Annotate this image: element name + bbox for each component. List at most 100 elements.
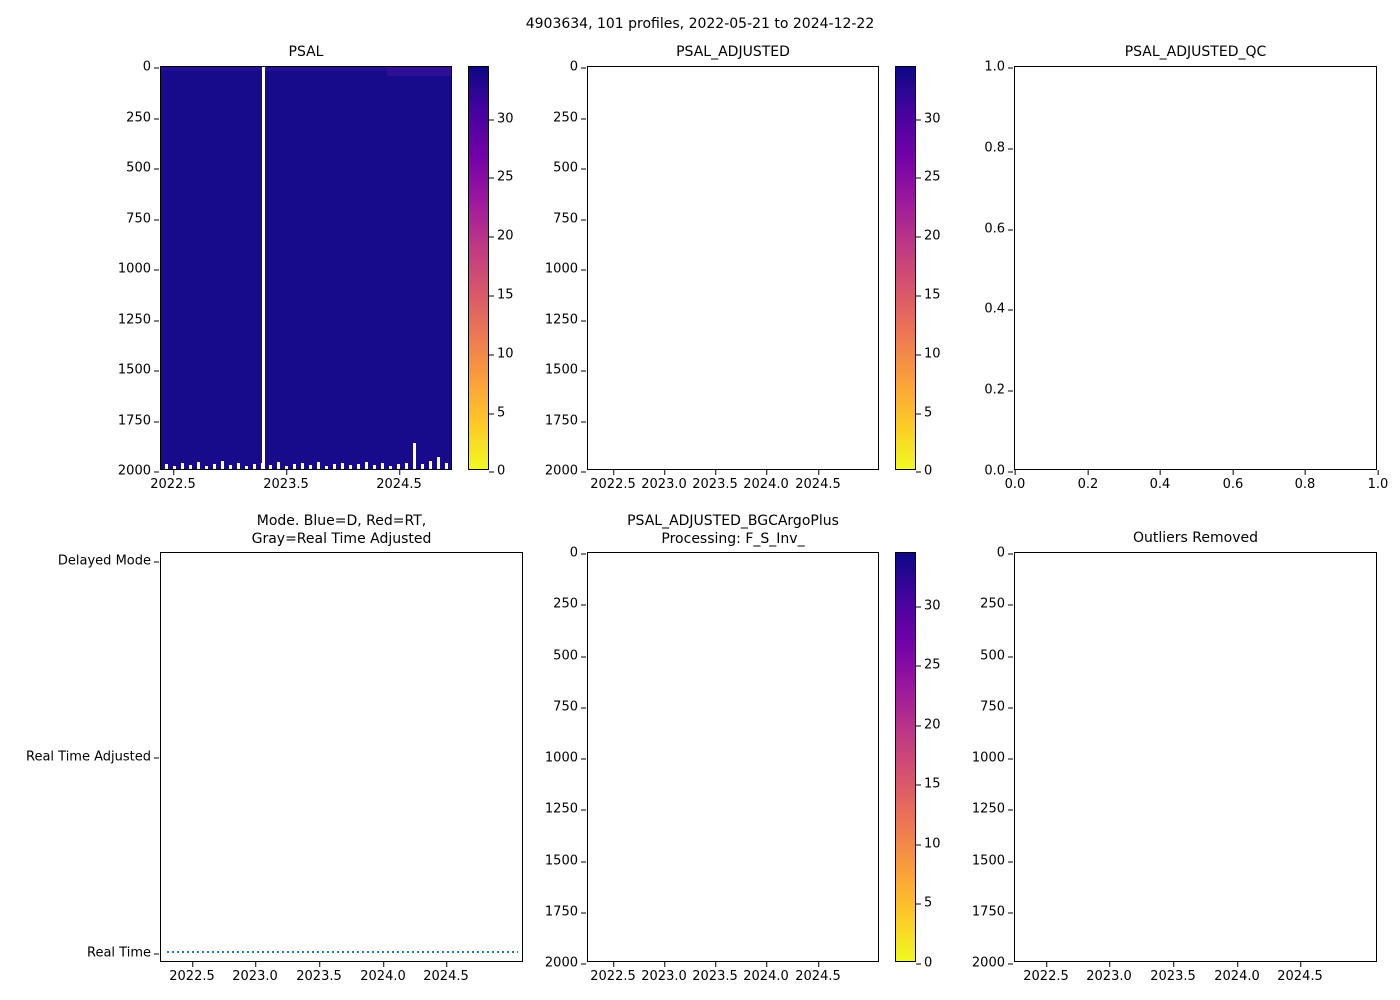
y-tick-label: 750 [126, 212, 161, 227]
x-tick-label: 2023.0 [1086, 961, 1132, 984]
profile-bottom-notch [181, 463, 184, 469]
subplot-psal-adjusted-bgc-title-line1: PSAL_ADJUSTED_BGCArgoPlus [627, 512, 839, 529]
y-tick-label: 500 [126, 161, 161, 176]
x-tick-label: 2024.5 [795, 961, 841, 984]
y-tick-label: 2000 [545, 464, 588, 479]
subplot-psal-adjusted-qc-title: PSAL_ADJUSTED_QC [1124, 44, 1267, 60]
y-tick-label: 1500 [118, 363, 161, 378]
x-tick-label: 2022.5 [169, 961, 215, 984]
x-tick-label: 2023.5 [692, 961, 738, 984]
x-tick-label: 2023.0 [641, 961, 687, 984]
x-tick-label: 0.6 [1223, 469, 1243, 492]
psal-adjusted-bgc-colorbar: 30 25 20 15 10 5 0 [895, 552, 941, 971]
profile-bottom-notch [373, 465, 376, 469]
colorbar-tick-label: 5 [488, 406, 505, 421]
subplot-psal-adjusted-bgc-title-line2: Processing: F_S_Inv_ [661, 530, 805, 547]
subplot-psal-adjusted-title: PSAL_ADJUSTED [676, 44, 790, 60]
profile-bottom-notch [349, 465, 352, 469]
x-tick-label: 2023.0 [232, 961, 278, 984]
colorbar-tick-label: 0 [488, 464, 505, 479]
colorbar-tick-label: 15 [488, 288, 514, 303]
x-tick-label: 2023.5 [1150, 961, 1196, 984]
colorbar-tick-label: 25 [915, 658, 941, 673]
subplot-mode-title-line2: Gray=Real Time Adjusted [251, 530, 432, 547]
y-tick-label: 750 [980, 700, 1015, 715]
missing-profile-gap [262, 67, 265, 469]
y-tick-label: 750 [553, 700, 588, 715]
profile-bottom-notch [317, 462, 320, 469]
y-category-label: Real Time Adjusted [26, 750, 161, 765]
y-tick-label: 1250 [972, 802, 1015, 817]
profile-bottom-notch [389, 466, 392, 469]
colorbar-tick-label: 5 [915, 406, 932, 421]
x-tick-label: 2023.5 [263, 469, 309, 492]
profile-bottom-notch [325, 466, 328, 469]
x-tick-label: 2024.0 [743, 961, 789, 984]
y-tick-label: 0 [570, 546, 588, 561]
x-tick-label: 0.0 [1005, 469, 1025, 492]
y-tick-label: 250 [553, 597, 588, 612]
y-tick-label: 1000 [545, 262, 588, 277]
colorbar-tick-label: 25 [488, 170, 514, 185]
profile-bottom-notch [237, 463, 240, 469]
x-tick-label: 2023.5 [296, 961, 342, 984]
y-tick-label: 2000 [972, 956, 1015, 971]
y-tick-label: 1750 [545, 414, 588, 429]
x-tick-label: 1.0 [1368, 469, 1388, 492]
psal-surface-patch [387, 67, 451, 76]
x-tick-label: 2024.5 [423, 961, 469, 984]
profile-bottom-notch [221, 461, 224, 469]
psal-adjusted-colorbar: 30 25 20 15 10 5 0 [895, 66, 941, 479]
profile-bottom-notch [165, 464, 168, 469]
profile-bottom-notch [333, 464, 336, 469]
colorbar-tick-label: 20 [915, 229, 941, 244]
profile-bottom-notch [173, 466, 176, 469]
subplot-outliers-removed-title: Outliers Removed [1133, 530, 1258, 546]
profile-bottom-notch [381, 463, 384, 469]
colorbar-tick-label: 20 [488, 229, 514, 244]
profile-bottom-notch [341, 463, 344, 469]
x-tick-label: 0.4 [1150, 469, 1170, 492]
colorbar-tick-label: 30 [488, 112, 514, 127]
y-tick-label: 1000 [118, 262, 161, 277]
y-tick-label: 1250 [545, 313, 588, 328]
profile-bottom-notch [285, 466, 288, 469]
y-tick-label: 0.6 [984, 222, 1015, 237]
mode-realtime-dotted-line [167, 951, 518, 953]
x-tick-label: 2022.5 [1023, 961, 1069, 984]
profile-bottom-notch [405, 463, 408, 469]
profile-bottom-notch [245, 466, 248, 469]
colorbar-tick-label: 10 [915, 837, 941, 852]
y-tick-label: 500 [980, 649, 1015, 664]
y-tick-label: 1.0 [984, 60, 1015, 75]
y-tick-label: 1000 [972, 751, 1015, 766]
profile-bottom-notch [277, 462, 280, 469]
x-tick-label: 2024.5 [795, 469, 841, 492]
profile-bottom-notch [309, 465, 312, 469]
y-tick-label: 0.0 [984, 464, 1015, 479]
y-tick-label: 500 [553, 161, 588, 176]
x-tick-label: 0.2 [1078, 469, 1098, 492]
subplot-mode-title: Mode. Blue=D, Red=RT, Gray=Real Time Adj… [252, 512, 432, 548]
subplot-mode: Mode. Blue=D, Red=RT, Gray=Real Time Adj… [26, 513, 523, 984]
colorbar-tick-label: 30 [915, 599, 941, 614]
subplot-psal-adjusted-qc: PSAL_ADJUSTED_QC 1.0 0.8 0.6 0.4 0.2 0.0… [984, 44, 1388, 492]
profile-bottom-notch [205, 466, 208, 469]
profile-bottom-notch [421, 464, 424, 469]
subplot-outliers-removed: Outliers Removed 0 250 500 750 1000 1250… [972, 530, 1377, 984]
y-tick-label: 250 [980, 597, 1015, 612]
y-tick-label: 0.4 [984, 302, 1015, 317]
colorbar-tick-label: 15 [915, 777, 941, 792]
subplot-psal-adjusted-bgc: PSAL_ADJUSTED_BGCArgoPlus Processing: F_… [545, 513, 879, 984]
y-tick-label: 1250 [118, 313, 161, 328]
figure-title: 4903634, 101 profiles, 2022-05-21 to 202… [525, 16, 875, 32]
profile-bottom-notch [269, 465, 272, 469]
y-tick-label: 250 [553, 111, 588, 126]
subplot-psal-adjusted-bgc-title: PSAL_ADJUSTED_BGCArgoPlus Processing: F_… [627, 512, 839, 548]
colorbar-tick-label: 20 [915, 718, 941, 733]
profile-bottom-notch [429, 461, 432, 469]
x-tick-label: 2023.5 [692, 469, 738, 492]
subplot-psal-title: PSAL [288, 44, 324, 60]
x-tick-label: 2022.5 [590, 469, 636, 492]
y-tick-label: 0 [143, 60, 161, 75]
